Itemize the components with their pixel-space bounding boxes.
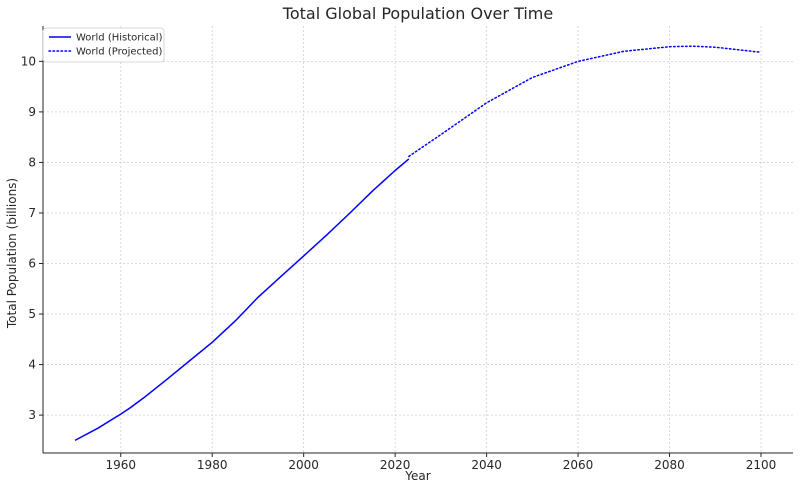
legend: World (Historical) World (Projected) xyxy=(42,27,165,63)
y-tick-label: 4 xyxy=(28,358,36,372)
axes xyxy=(42,26,793,454)
x-tick-label: 2060 xyxy=(563,458,594,472)
y-tick-label: 5 xyxy=(28,307,36,321)
series-line-historical xyxy=(74,158,410,442)
y-tick-label: 9 xyxy=(28,105,36,119)
y-tick-label: 6 xyxy=(28,257,36,271)
y-tick-label: 3 xyxy=(28,408,36,422)
grid xyxy=(43,26,793,453)
legend-label: World (Projected) xyxy=(76,47,162,58)
x-tick-label: 2100 xyxy=(746,458,777,472)
y-tick-label: 7 xyxy=(28,206,36,220)
y-axis-label: Total Population (billions) xyxy=(5,178,19,329)
chart-title: Total Global Population Over Time xyxy=(282,4,553,23)
x-tick-label: 1960 xyxy=(105,458,136,472)
y-tick-label: 8 xyxy=(28,155,36,169)
legend-box xyxy=(42,27,165,63)
x-tick-label: 2000 xyxy=(288,458,319,472)
x-tick-label: 2040 xyxy=(471,458,502,472)
x-tick-label: 2020 xyxy=(380,458,411,472)
tick-labels: 1960 1980 2000 2020 2040 2060 2080 2100 3 4 5 6 7 8 9 1… xyxy=(21,54,777,472)
y-tick-label: 10 xyxy=(21,54,36,68)
series-lines xyxy=(74,45,762,442)
x-tick-label: 2080 xyxy=(654,458,685,472)
x-axis-label: Year xyxy=(404,469,430,483)
x-tick-label: 1980 xyxy=(197,458,228,472)
legend-label: World (Historical) xyxy=(76,33,163,44)
